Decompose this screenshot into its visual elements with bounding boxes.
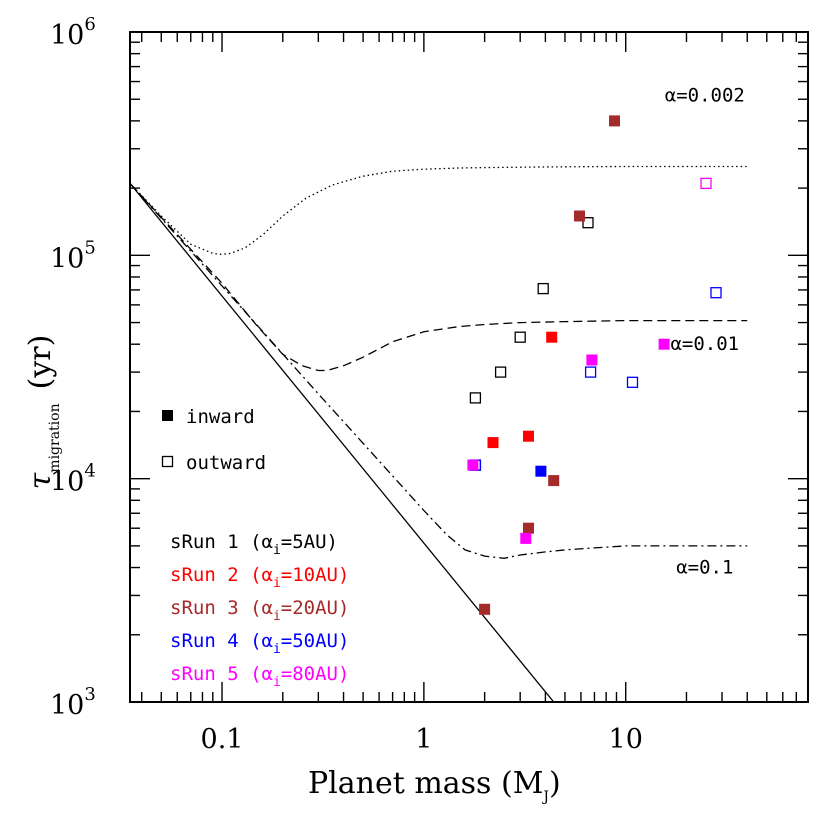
y-axis-title-symbol: τ xyxy=(23,472,58,489)
legend-run-1: sRun 1 (αi=5AU) xyxy=(170,531,338,558)
x-tick-label: 0.1 xyxy=(201,724,244,755)
curve-dotted xyxy=(129,165,748,256)
curve-label: α=0.1 xyxy=(676,557,733,579)
inward-legend-label: inward xyxy=(186,406,255,428)
legend-run-4: sRun 4 (αi=50AU) xyxy=(170,630,349,657)
data-point-outward xyxy=(514,331,526,343)
data-point-inward xyxy=(546,331,558,343)
inward-legend-marker xyxy=(162,410,173,421)
curve-dashdot xyxy=(129,182,748,559)
x-axis-title-close: ) xyxy=(549,766,561,801)
curve-dashed xyxy=(129,182,748,372)
marker-legend: inward outward xyxy=(161,406,266,474)
curve-label: α=0.01 xyxy=(670,333,739,355)
data-point-outward xyxy=(626,376,639,388)
plot-frame xyxy=(129,31,809,703)
legend-run-5: sRun 5 (αi=80AU) xyxy=(170,663,349,690)
curve-solid xyxy=(129,182,555,703)
data-point-outward xyxy=(710,287,722,299)
data-point-outward xyxy=(469,392,482,404)
outward-legend-label: outward xyxy=(186,452,266,474)
curve-label: α=0.002 xyxy=(665,84,745,106)
data-point-inward xyxy=(548,475,560,487)
outward-legend-marker xyxy=(161,455,174,468)
data-point-inward xyxy=(523,522,534,534)
y-tick-label: 103 xyxy=(50,684,96,721)
data-point-inward xyxy=(609,115,620,127)
data-point-inward xyxy=(520,532,532,544)
y-axis-title: τmigration (yr) xyxy=(23,335,63,490)
data-point-outward xyxy=(700,177,712,190)
x-axis-title-sub: J xyxy=(541,789,549,805)
x-axis-title: Planet mass (MJ) xyxy=(308,766,561,805)
tick-labels: 0.1 1 10 103 104 105 106 xyxy=(50,14,643,755)
data-point-outward xyxy=(537,282,549,295)
y-tick-label: 106 xyxy=(50,14,96,51)
y-tick-label: 104 xyxy=(50,461,96,498)
data-point-outward xyxy=(494,366,507,378)
model-curves xyxy=(129,165,748,703)
data-point-inward xyxy=(658,338,670,350)
data-point-inward xyxy=(467,459,479,471)
y-axis-title-sub: migration xyxy=(47,403,63,472)
x-tick-label: 1 xyxy=(415,724,432,755)
data-point-inward xyxy=(586,354,598,366)
y-axis-title-unit: (yr) xyxy=(23,335,58,390)
data-point-outward xyxy=(584,366,597,378)
data-point-inward xyxy=(535,465,547,477)
legend-run-2: sRun 2 (αi=10AU) xyxy=(170,564,349,591)
y-tick-label: 105 xyxy=(50,237,96,274)
data-points xyxy=(467,115,722,615)
x-tick-label: 10 xyxy=(609,724,643,755)
data-point-inward xyxy=(523,430,534,442)
svg-text:Planet mass (MJ): Planet mass (MJ) xyxy=(308,766,561,805)
svg-text:τmigration(yr): τmigration (yr) xyxy=(23,335,63,490)
x-axis-title-main: Planet mass (M xyxy=(308,766,543,801)
data-point-outward xyxy=(582,217,594,229)
data-point-inward xyxy=(574,210,585,222)
data-point-inward xyxy=(487,437,499,449)
curve-labels: α=0.002 α=0.01 α=0.1 xyxy=(665,84,745,578)
run-legend: sRun 1 (αi=5AU) sRun 2 (αi=10AU) sRun 3 (α… xyxy=(170,531,349,690)
legend-run-3: sRun 3 (αi=20AU) xyxy=(170,597,349,624)
axis-ticks xyxy=(130,31,809,703)
data-point-inward xyxy=(479,603,491,615)
